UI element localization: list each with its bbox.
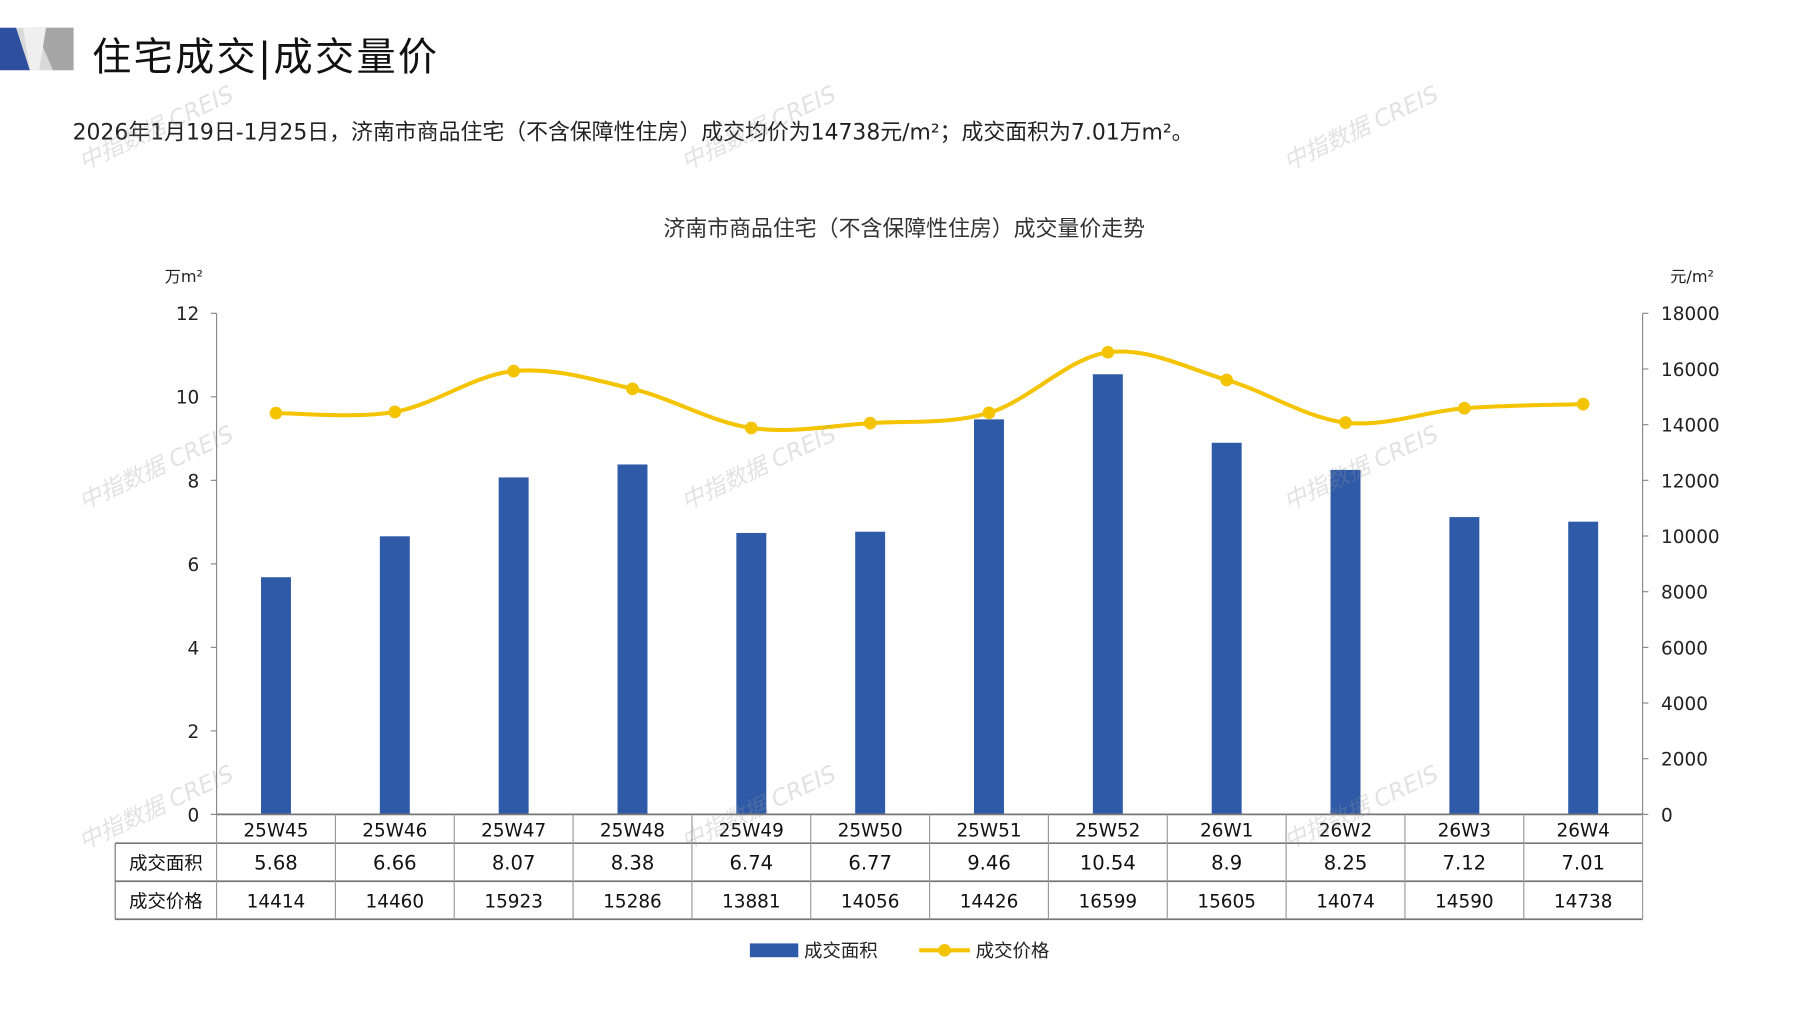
- price-value-label: 14426: [960, 892, 1019, 913]
- area-value-label: 8.25: [1324, 852, 1368, 875]
- category-label: 25W51: [956, 820, 1021, 841]
- chart-title: 济南市商品住宅（不含保障性住房）成交量价走势: [663, 216, 1145, 242]
- price-value-label: 13881: [722, 892, 781, 913]
- area-value-label: 5.68: [254, 852, 298, 875]
- logo-icon: [0, 27, 74, 71]
- price-value-label: 14590: [1435, 892, 1494, 913]
- bar: [498, 477, 529, 815]
- area-value-label: 10.54: [1080, 852, 1136, 875]
- category-label: 25W46: [362, 820, 427, 841]
- category-label: 25W52: [1075, 820, 1140, 841]
- price-point: [1576, 397, 1590, 411]
- bar: [1330, 469, 1361, 815]
- bar: [1568, 521, 1599, 815]
- left-tick-label: 8: [188, 471, 200, 492]
- category-label: 25W48: [600, 820, 665, 841]
- left-tick-label: 12: [176, 304, 199, 325]
- bar: [1211, 442, 1242, 815]
- price-point: [744, 421, 758, 435]
- bar: [1092, 374, 1123, 815]
- price-point: [863, 416, 877, 430]
- price-point: [1339, 416, 1352, 429]
- category-label: 25W50: [838, 820, 903, 841]
- left-tick-label: 6: [188, 555, 200, 576]
- right-tick-label: 16000: [1661, 360, 1720, 381]
- price-point: [1220, 373, 1234, 387]
- bar: [974, 419, 1004, 815]
- right-tick-label: 12000: [1661, 471, 1720, 492]
- right-tick-label: 18000: [1661, 304, 1720, 325]
- price-value-label: 14414: [247, 892, 306, 913]
- area-value-label: 8.9: [1211, 852, 1242, 875]
- price-point: [269, 406, 283, 420]
- price-line: [275, 349, 1584, 432]
- price-value-label: 15605: [1197, 892, 1256, 913]
- right-tick-label: 10000: [1661, 527, 1720, 548]
- price-point: [1101, 345, 1115, 359]
- right-tick-label: 4000: [1661, 694, 1708, 715]
- area-value-label: 8.07: [492, 852, 536, 875]
- area-value-label: 7.12: [1443, 852, 1487, 875]
- right-tick-label: 6000: [1661, 638, 1708, 659]
- category-label: 25W45: [243, 820, 308, 841]
- area-value-label: 8.38: [611, 852, 655, 875]
- price-value-label: 16599: [1079, 892, 1138, 913]
- table-row-header-area: 成交面积: [129, 854, 203, 875]
- bar: [1449, 517, 1480, 815]
- area-value-label: 6.66: [373, 852, 417, 875]
- area-value-label: 6.74: [730, 852, 774, 875]
- right-tick-label: 14000: [1661, 416, 1720, 437]
- left-tick-label: 2: [188, 722, 200, 743]
- right-tick-label: 2000: [1661, 750, 1708, 771]
- bar: [261, 577, 291, 815]
- left-tick-label: 4: [188, 638, 200, 659]
- price-point: [982, 406, 996, 420]
- legend-line-marker: [938, 943, 951, 957]
- left-axis-unit: 万m²: [164, 268, 204, 287]
- price-value-label: 14738: [1554, 892, 1613, 913]
- price-point: [626, 382, 639, 396]
- price-value-label: 14074: [1316, 892, 1375, 913]
- category-label: 26W3: [1438, 820, 1491, 841]
- table-row-header-price: 成交价格: [129, 892, 203, 913]
- left-tick-label: 10: [176, 388, 199, 409]
- price-point: [388, 405, 402, 419]
- bar: [736, 532, 767, 815]
- right-tick-label: 0: [1661, 805, 1673, 826]
- price-value-label: 15286: [603, 892, 662, 913]
- price-point: [507, 364, 520, 378]
- bar: [379, 536, 410, 815]
- right-tick-label: 8000: [1661, 583, 1708, 604]
- category-label: 26W4: [1556, 820, 1609, 841]
- legend-bar-swatch: [749, 943, 799, 958]
- bar: [617, 464, 648, 815]
- price-value-label: 15923: [484, 892, 543, 913]
- category-label: 26W1: [1200, 820, 1253, 841]
- price-value-label: 14460: [366, 892, 425, 913]
- category-label: 25W49: [719, 820, 784, 841]
- legend-area-label: 成交面积: [804, 941, 878, 962]
- page-title: 住宅成交|成交量价: [92, 34, 440, 81]
- category-label: 26W2: [1319, 820, 1372, 841]
- summary-text: 2026年1月19日-1月25日，济南市商品住宅（不含保障性住房）成交均价为14…: [72, 119, 1194, 146]
- price-value-label: 14056: [841, 892, 900, 913]
- left-tick-label: 0: [188, 805, 200, 826]
- legend-price-label: 成交价格: [976, 941, 1050, 962]
- category-label: 25W47: [481, 820, 546, 841]
- bar: [855, 531, 886, 815]
- right-axis-unit: 元/m²: [1670, 268, 1714, 287]
- area-value-label: 7.01: [1561, 852, 1605, 875]
- price-point: [1458, 401, 1471, 415]
- area-value-label: 6.77: [848, 852, 892, 875]
- area-value-label: 9.46: [967, 852, 1011, 875]
